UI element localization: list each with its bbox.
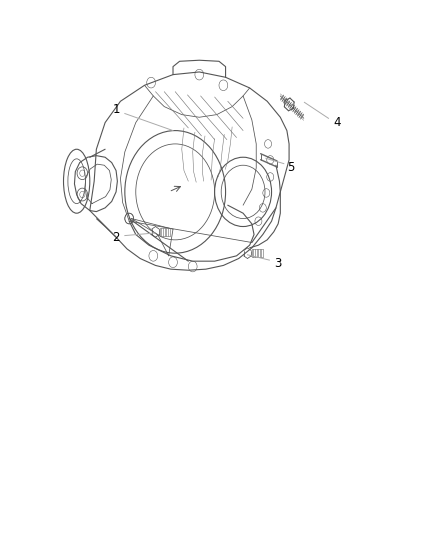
Text: 5: 5 bbox=[288, 161, 295, 174]
Text: 2: 2 bbox=[112, 231, 120, 244]
Text: 1: 1 bbox=[112, 103, 120, 116]
Text: 3: 3 bbox=[275, 257, 282, 270]
Text: 4: 4 bbox=[333, 116, 341, 129]
